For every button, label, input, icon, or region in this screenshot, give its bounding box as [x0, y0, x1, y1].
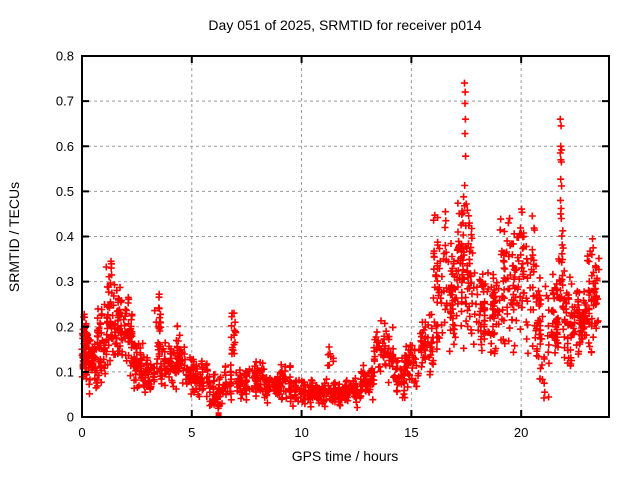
- y-tick-label: 0.4: [56, 229, 74, 244]
- plot-frame: [81, 55, 610, 418]
- y-tick-label: 0.2: [56, 319, 74, 334]
- x-tick-label: 15: [404, 425, 418, 440]
- data-points: [78, 79, 603, 419]
- x-axis-label: GPS time / hours: [292, 448, 399, 464]
- x-tick-label: 0: [78, 425, 85, 440]
- tick-labels: 0 5 10 15 20 0 0.1 0.2 0.3 0.4 0.5 0.6 0.7 0.8: [56, 49, 528, 441]
- x-tick-label: 5: [188, 425, 195, 440]
- y-tick-label: 0: [67, 410, 74, 425]
- y-tick-label: 0.8: [56, 49, 74, 64]
- chart-title: Day 051 of 2025, SRMTID for receiver p01…: [208, 17, 481, 33]
- y-tick-label: 0.6: [56, 139, 74, 154]
- y-tick-label: 0.1: [56, 364, 74, 379]
- y-tick-label: 0.7: [56, 94, 74, 109]
- scatter-square-marker: [215, 412, 222, 419]
- y-axis-label: SRMTID / TECUs: [6, 182, 22, 292]
- x-tick-label: 10: [294, 425, 308, 440]
- scatter-markers: [78, 79, 603, 412]
- y-tick-label: 0.5: [56, 184, 74, 199]
- x-tick-label: 20: [514, 425, 528, 440]
- y-tick-label: 0.3: [56, 274, 74, 289]
